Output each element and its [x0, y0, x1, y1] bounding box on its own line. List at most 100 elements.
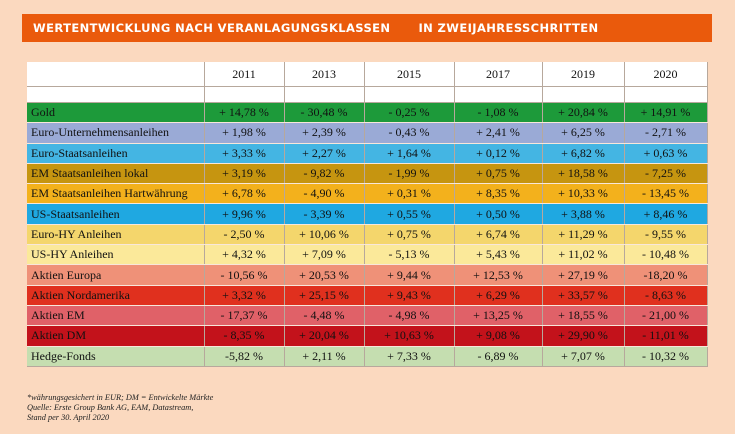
table-row: Aktien Nordamerika + 3,32 % + 25,15 % + 9,4…: [27, 285, 708, 306]
return-cell: + 5,43 %: [453, 244, 543, 266]
table-row: Gold + 14,78 % - 30,48 % - 0,25 % - 1,08 % + …: [27, 102, 708, 124]
return-cell: - 0,25 %: [363, 102, 455, 124]
asset-class-label: Aktien EM: [27, 305, 205, 327]
return-cell: + 18,55 %: [541, 305, 625, 327]
return-cell: + 7,07 %: [541, 346, 625, 367]
return-cell: - 5,13 %: [363, 244, 455, 266]
spacer-cell: [283, 86, 365, 103]
return-cell: + 0,63 %: [623, 143, 708, 164]
return-cell: + 0,12 %: [453, 143, 543, 164]
return-cell: + 6,78 %: [203, 183, 285, 205]
asset-class-label: Aktien Europa: [27, 264, 205, 286]
return-cell: + 6,29 %: [453, 285, 543, 306]
return-cell: - 1,99 %: [363, 163, 455, 185]
return-cell: - 7,25 %: [623, 163, 708, 185]
year-header: 2019: [541, 62, 625, 87]
return-cell: + 6,25 %: [541, 122, 625, 144]
spacer-cell: [541, 86, 625, 103]
table-row: Hedge-Fonds -5,82 % + 2,11 % + 7,33 % - 6,89…: [27, 346, 708, 367]
return-cell: + 2,11 %: [283, 346, 365, 367]
table-row: US-Staatsanleihen + 9,96 % - 3,39 % + 0,55 …: [27, 203, 708, 225]
table-row: Euro-Staatsanleihen + 3,33 % + 2,27 % + 1,6…: [27, 143, 708, 164]
footnote: *währungsgesichert in EUR; DM = Entwicke…: [27, 393, 213, 423]
table-row: Aktien DM - 8,35 % + 20,04 % + 10,63 % + 9,0…: [27, 325, 708, 347]
return-cell: - 1,08 %: [453, 102, 543, 124]
return-cell: + 9,08 %: [453, 325, 543, 347]
return-cell: + 3,19 %: [203, 163, 285, 185]
return-cell: + 9,43 %: [363, 285, 455, 306]
return-cell: + 20,53 %: [283, 264, 365, 286]
footnote-date: Stand per 30. April 2020: [27, 413, 110, 422]
return-cell: + 14,78 %: [203, 102, 285, 124]
banner-subtitle: IN ZWEIJAHRESSCHRITTEN: [418, 21, 599, 35]
return-cell: - 8,35 %: [203, 325, 285, 347]
year-header: 2020: [623, 62, 708, 87]
table-row: US-HY Anleihen + 4,32 % + 7,09 % - 5,13 % + …: [27, 244, 708, 266]
return-cell: + 7,33 %: [363, 346, 455, 367]
asset-class-label: US-Staatsanleihen: [27, 203, 205, 225]
return-cell: + 6,82 %: [541, 143, 625, 164]
return-cell: + 2,27 %: [283, 143, 365, 164]
spacer-cell: [27, 86, 205, 103]
return-cell: - 0,43 %: [363, 122, 455, 144]
return-cell: + 11,02 %: [541, 244, 625, 266]
footnote-source: Quelle: Erste Group Bank AG, EAM, Datast…: [27, 403, 194, 412]
asset-class-label: EM Staatsanleihen Hartwährung: [27, 183, 205, 205]
return-cell: + 14,91 %: [623, 102, 708, 124]
banner-title: WERTENTWICKLUNG NACH VERANLAGUNGSKLASSEN: [33, 21, 391, 35]
return-cell: + 0,75 %: [363, 224, 455, 246]
spacer-cell: [363, 86, 455, 103]
return-cell: + 10,33 %: [541, 183, 625, 205]
return-cell: - 30,48 %: [283, 102, 365, 124]
spacer-cell: [203, 86, 285, 103]
return-cell: - 6,89 %: [453, 346, 543, 367]
return-cell: + 1,98 %: [203, 122, 285, 144]
return-cell: - 13,45 %: [623, 183, 708, 205]
return-cell: + 27,19 %: [541, 264, 625, 286]
return-cell: + 18,58 %: [541, 163, 625, 185]
return-cell: + 3,88 %: [541, 203, 625, 225]
performance-table: 2011 2013 2015 2017 2019 2020 Gold + 14,7…: [27, 62, 708, 367]
return-cell: + 3,32 %: [203, 285, 285, 306]
return-cell: + 7,09 %: [283, 244, 365, 266]
return-cell: - 4,98 %: [363, 305, 455, 327]
return-cell: - 10,32 %: [623, 346, 708, 367]
return-cell: -5,82 %: [203, 346, 285, 367]
return-cell: - 3,39 %: [283, 203, 365, 225]
table-row: Euro-Unternehmensanleihen + 1,98 % + 2,39 …: [27, 122, 708, 144]
return-cell: + 20,84 %: [541, 102, 625, 124]
return-cell: - 4,48 %: [283, 305, 365, 327]
table-row: Euro-HY Anleihen - 2,50 % + 10,06 % + 0,75 …: [27, 224, 708, 246]
return-cell: + 10,63 %: [363, 325, 455, 347]
asset-class-label: Euro-Unternehmensanleihen: [27, 122, 205, 144]
return-cell: + 1,64 %: [363, 143, 455, 164]
return-cell: + 9,44 %: [363, 264, 455, 286]
return-cell: + 4,32 %: [203, 244, 285, 266]
return-cell: - 9,82 %: [283, 163, 365, 185]
return-cell: - 2,71 %: [623, 122, 708, 144]
header-corner: [27, 62, 205, 87]
return-cell: + 20,04 %: [283, 325, 365, 347]
return-cell: + 11,29 %: [541, 224, 625, 246]
asset-class-label: Hedge-Fonds: [27, 346, 205, 367]
return-cell: + 0,75 %: [453, 163, 543, 185]
return-cell: + 2,39 %: [283, 122, 365, 144]
asset-class-label: EM Staatsanleihen lokal: [27, 163, 205, 185]
spacer-cell: [453, 86, 543, 103]
table-row: Aktien EM - 17,37 % - 4,48 % - 4,98 % + 13,2…: [27, 305, 708, 327]
return-cell: + 8,46 %: [623, 203, 708, 225]
return-cell: + 8,35 %: [453, 183, 543, 205]
return-cell: - 8,63 %: [623, 285, 708, 306]
return-cell: - 9,55 %: [623, 224, 708, 246]
return-cell: + 0,55 %: [363, 203, 455, 225]
year-header: 2013: [283, 62, 365, 87]
return-cell: - 17,37 %: [203, 305, 285, 327]
return-cell: + 0,50 %: [453, 203, 543, 225]
asset-class-label: Euro-HY Anleihen: [27, 224, 205, 246]
spacer-row: [27, 86, 708, 103]
year-header: 2015: [363, 62, 455, 87]
return-cell: + 10,06 %: [283, 224, 365, 246]
return-cell: + 0,31 %: [363, 183, 455, 205]
return-cell: - 10,56 %: [203, 264, 285, 286]
return-cell: + 33,57 %: [541, 285, 625, 306]
